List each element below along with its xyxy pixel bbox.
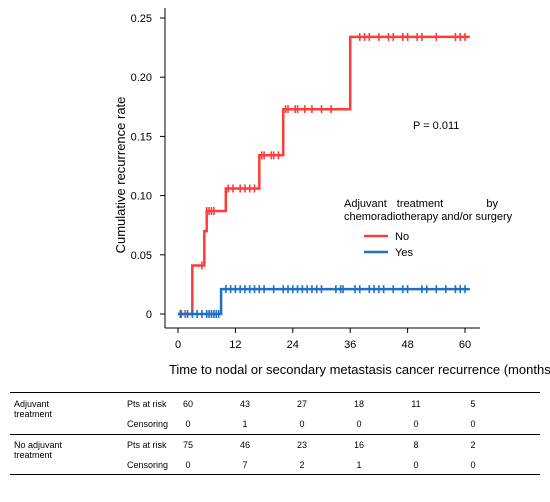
group-name-line-2: treatment — [14, 450, 53, 460]
table-value: 2 — [299, 460, 305, 470]
table-value: 75 — [182, 440, 193, 450]
group-name-line-1: No adjuvant — [14, 440, 63, 450]
table-value: 27 — [296, 399, 307, 409]
table-value: 46 — [239, 440, 250, 450]
table-value: 43 — [239, 399, 250, 409]
x-tick-label: 0 — [175, 339, 181, 351]
table-value: 0 — [413, 419, 419, 429]
series-layer — [178, 32, 470, 318]
y-tick-label: 0 — [146, 309, 152, 321]
legend-label-yes: Yes — [395, 247, 413, 259]
x-tick-label: 48 — [401, 339, 413, 351]
x-tick-label: 36 — [344, 339, 356, 351]
y-ticks: 0 0.05 0.10 0.15 0.20 0.25 — [131, 13, 165, 321]
p-value-annotation: P = 0.011 — [413, 120, 459, 132]
legend-title-line-2: chemoradiotherapy and/or surgery — [344, 211, 513, 223]
table-bottom-rule — [10, 474, 540, 475]
y-tick-label: 0.05 — [131, 250, 152, 262]
table-value: 11 — [411, 399, 421, 409]
x-tick-label: 12 — [229, 339, 241, 351]
x-tick-label: 24 — [287, 339, 299, 351]
series-no — [178, 32, 470, 318]
table-top-rule — [10, 392, 540, 393]
plot-area: 0 0.05 0.10 0.15 0.20 0.25 0 12 24 36 48 60 — [131, 8, 480, 351]
table-value: 7 — [242, 460, 248, 470]
table-value: 23 — [296, 440, 307, 450]
legend: Adjuvant treatment by chemoradiotherapy … — [344, 198, 513, 259]
table-value: 1 — [242, 419, 248, 429]
table-middle-rule — [10, 434, 540, 435]
table-value: 2 — [470, 440, 476, 450]
legend-label-no: No — [395, 231, 409, 243]
series-yes — [178, 285, 470, 318]
x-axis-title: Time to nodal or secondary metastasis ca… — [169, 362, 550, 377]
series-line-yes — [178, 287, 470, 316]
y-tick-label: 0.25 — [131, 13, 152, 25]
table-value: 18 — [353, 399, 364, 409]
table-value: 60 — [182, 399, 193, 409]
table-value: 0 — [185, 419, 191, 429]
x-ticks: 0 12 24 36 48 60 — [175, 328, 471, 351]
row-label: Censoring — [127, 460, 169, 470]
table-value: 5 — [470, 399, 476, 409]
table-value: 0 — [470, 419, 476, 429]
group-name-line-1: Adjuvant — [14, 399, 50, 409]
row-label: Pts at risk — [127, 440, 167, 450]
chart: 0 0.05 0.10 0.15 0.20 0.25 0 12 24 36 48 60 Cumula… — [113, 8, 550, 377]
series-line-no — [178, 35, 470, 316]
y-tick-label: 0.15 — [131, 131, 152, 143]
table-value: 0 — [356, 419, 362, 429]
table-value: 1 — [356, 460, 362, 470]
table-value: 8 — [413, 440, 419, 450]
row-label: Pts at risk — [127, 399, 167, 409]
table-value: 0 — [413, 460, 419, 470]
group-name-line-2: treatment — [14, 409, 53, 419]
table-value: 0 — [185, 460, 191, 470]
x-tick-label: 60 — [459, 339, 471, 351]
table-value: 0 — [470, 460, 476, 470]
table-value: 16 — [353, 440, 364, 450]
legend-title-word-2: treatment — [397, 198, 443, 210]
legend-title-word-1: Adjuvant — [344, 198, 387, 210]
y-tick-label: 0.10 — [131, 191, 152, 203]
y-tick-label: 0.20 — [131, 72, 152, 84]
legend-title-word-3: by — [486, 198, 498, 210]
row-label: Censoring — [127, 419, 169, 429]
y-axis-title: Cumulative recurrence rate — [113, 97, 128, 254]
table-value: 0 — [299, 419, 305, 429]
